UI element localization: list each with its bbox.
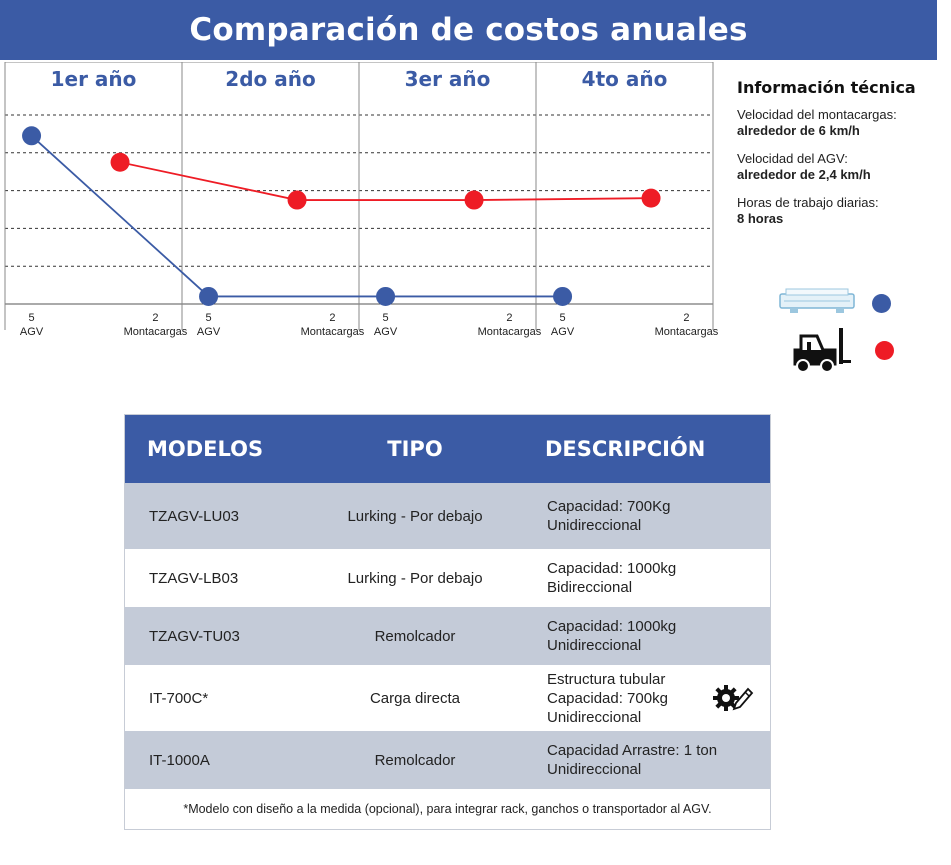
cell-description: Capacidad: 700Kg Unidireccional — [547, 498, 671, 534]
cell-type: Carga directa — [369, 689, 461, 707]
series-1-point-3 — [641, 188, 661, 208]
x-tick-label: AGV — [20, 326, 44, 338]
series-0-point-0 — [22, 126, 42, 146]
x-tick-label: Montacargas — [655, 326, 719, 338]
info-item-daily-hours: Horas de trabajo diarias: 8 horas — [737, 195, 879, 226]
series-1-point-1 — [287, 190, 307, 210]
x-tick-value: 2 — [683, 312, 689, 324]
cell-description: Capacidad: 1000kg Unidireccional — [547, 618, 677, 654]
header-description: DESCRIPCIÓN — [545, 436, 706, 461]
period-label: 2do año — [225, 67, 315, 91]
x-tick-value: 5 — [559, 312, 565, 324]
period-label: 4to año — [582, 67, 668, 91]
table-row: TZAGV-LU03 Lurking - Por debajo Capacida… — [125, 483, 770, 549]
cell-type: Lurking - Por debajo — [347, 507, 483, 525]
x-tick-label: Montacargas — [478, 326, 542, 338]
legend-item-forklift — [789, 326, 894, 374]
x-tick-value: 2 — [506, 312, 512, 324]
header-type: TIPO — [387, 437, 443, 461]
series-1-point-2 — [464, 190, 484, 210]
period-label: 3er año — [405, 67, 491, 91]
page-title: Comparación de costos anuales — [0, 0, 937, 60]
series-line-0 — [30, 135, 563, 298]
x-tick-label: AGV — [197, 326, 221, 338]
table-header: MODELOS TIPO DESCRIPCIÓN — [125, 415, 770, 483]
period-label: 1er año — [51, 67, 137, 91]
legend-dot-agv — [872, 293, 891, 313]
legend-item-agv — [776, 286, 891, 320]
series-0-point-2 — [376, 286, 396, 306]
cell-type: Remolcador — [374, 627, 456, 645]
cell-model: TZAGV-TU03 — [149, 627, 240, 645]
x-tick-label: Montacargas — [124, 326, 188, 338]
table-footnote: *Modelo con diseño a la medida (opcional… — [125, 789, 770, 829]
x-tick-value: 2 — [152, 312, 158, 324]
x-tick-value: 5 — [382, 312, 388, 324]
info-item-forklift-speed: Velocidad del montacargas: alrededor de … — [737, 107, 897, 138]
x-tick-value: 2 — [329, 312, 335, 324]
cell-description: Estructura tubular Capacidad: 700kg Unid… — [525, 670, 770, 727]
cell-description: Capacidad Arrastre: 1 ton Unidireccional — [547, 742, 718, 778]
cell-type: Lurking - Por debajo — [347, 569, 483, 587]
agv-icon — [779, 288, 855, 313]
header-models: MODELOS — [147, 437, 264, 461]
cell-type: Remolcador — [374, 751, 456, 769]
models-table: MODELOS TIPO DESCRIPCIÓN TZAGV-LU03 Lurk… — [124, 414, 771, 830]
table-row: IT-700C* Carga directa Estructura tubula… — [125, 665, 770, 731]
series-1-point-0 — [110, 152, 130, 172]
cell-description: Capacidad: 1000kg Bidireccional — [547, 560, 677, 596]
technical-info-title: Información técnica — [737, 78, 916, 97]
table-row: TZAGV-LB03 Lurking - Por debajo Capacida… — [125, 549, 770, 607]
table-row: TZAGV-TU03 Remolcador Capacidad: 1000kg … — [125, 607, 770, 665]
info-item-agv-speed: Velocidad del AGV: alrededor de 2,4 km/h — [737, 151, 871, 182]
gear-pencil-icon — [713, 685, 754, 711]
forklift-icon — [793, 328, 851, 373]
cell-model: TZAGV-LU03 — [149, 507, 240, 525]
x-tick-label: AGV — [374, 326, 398, 338]
legend-dot-forklift — [875, 340, 894, 360]
x-tick-label: AGV — [551, 326, 575, 338]
table-row: IT-1000A Remolcador Capacidad Arrastre: … — [125, 731, 770, 789]
technical-info: Información técnica Velocidad del montac… — [737, 78, 937, 239]
cell-model: IT-700C* — [149, 689, 209, 707]
x-tick-value: 5 — [205, 312, 211, 324]
cost-comparison-chart: 1er año 2do año 3er año 4to año 5 AGV 2 Montaca… — [4, 62, 719, 338]
series-0-point-1 — [199, 286, 219, 306]
cell-model: TZAGV-LB03 — [149, 569, 239, 587]
x-tick-label: Montacargas — [301, 326, 365, 338]
series-line-1 — [119, 161, 652, 201]
cell-model: IT-1000A — [149, 751, 210, 769]
series-0-point-3 — [553, 286, 573, 306]
x-tick-value: 5 — [28, 312, 34, 324]
